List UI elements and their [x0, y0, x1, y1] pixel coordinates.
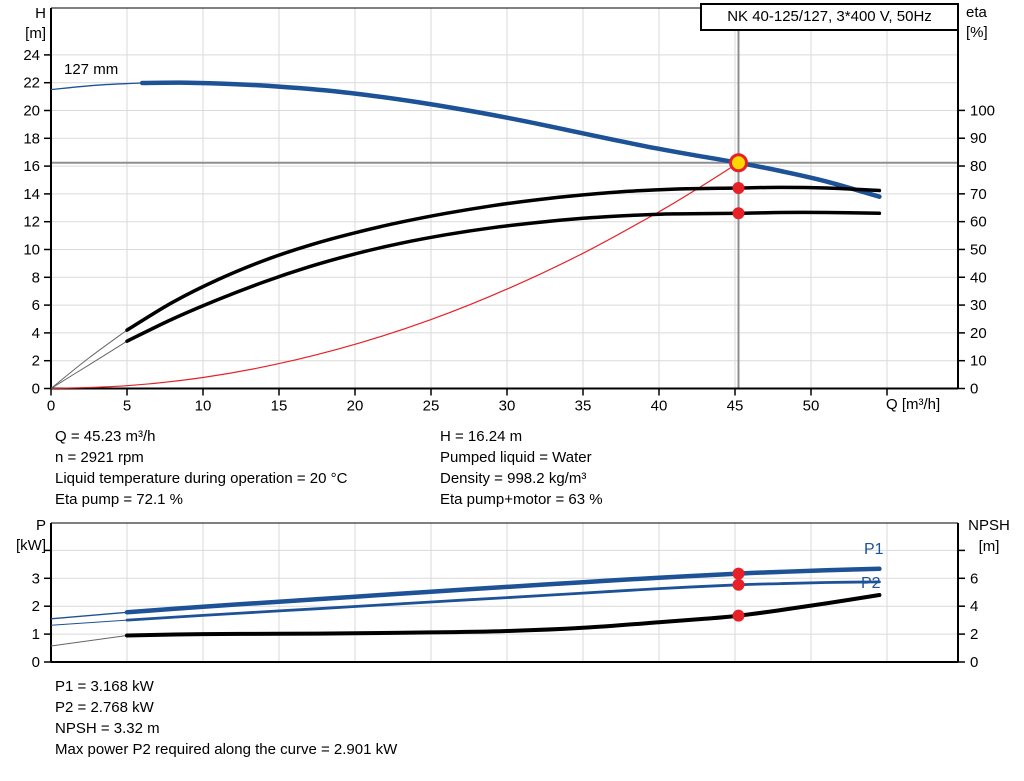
eta-axis-label: eta [%]	[966, 3, 988, 43]
p1-curve-lead	[50, 611, 128, 620]
eta-axis-tick-label: 10	[970, 353, 987, 370]
h-axis-tick-label: 24	[23, 47, 40, 64]
info-density: Density = 998.2 kg/m³	[440, 470, 587, 487]
p-axis-tick-label: 3	[32, 570, 40, 587]
eta-axis-label-symbol: eta	[966, 4, 987, 21]
info-npsh: NPSH = 3.32 m	[55, 720, 160, 737]
eta-axis-tick-label: 40	[970, 269, 987, 286]
q-axis-tick-label: 15	[271, 398, 288, 415]
h-axis-tick-label: 4	[32, 325, 40, 342]
h-axis-label-symbol: H	[35, 5, 46, 22]
eta_pump-curve-lead	[50, 329, 128, 389]
p1-curve	[124, 566, 882, 615]
h-axis-tick-label: 10	[23, 242, 40, 259]
npsh-axis-tick-label: 6	[970, 570, 978, 587]
h-axis-label-unit: [m]	[25, 25, 46, 42]
npsh-curve-lead	[50, 635, 128, 647]
p-axis-label-symbol: P	[35, 517, 46, 534]
impeller-diameter-label: 127 mm	[64, 61, 119, 78]
duty-point-marker	[728, 153, 748, 173]
q-axis-tick-label: 50	[803, 398, 820, 415]
q-axis-tick-label: 25	[423, 398, 440, 415]
head_127mm-curve	[139, 80, 882, 199]
h-axis-tick-label: 6	[32, 297, 40, 314]
eta_pump-curve	[125, 185, 882, 332]
npsh-axis-tick-label: 2	[970, 626, 978, 643]
npsh-axis-tick-label: 0	[970, 654, 978, 671]
info-pumped-liquid: Pumped liquid = Water	[440, 449, 592, 466]
eta-axis-tick-label: 60	[970, 214, 987, 231]
npsh-axis-label-unit: [m]	[978, 538, 1000, 555]
h-axis-tick-label: 16	[23, 158, 40, 175]
q-axis-tick-label: 45	[727, 398, 744, 415]
p-axis-label-unit: [kW]	[16, 537, 46, 554]
p-axis-tick-label: 1	[32, 626, 40, 643]
q-axis-tick-label: 10	[195, 398, 212, 415]
p2-curve	[125, 580, 881, 622]
duty-point-p1-marker	[732, 567, 745, 580]
info-p1: P1 = 3.168 kW	[55, 678, 154, 695]
q-axis-tick-label: 40	[651, 398, 668, 415]
h-axis-tick-label: 18	[23, 130, 40, 147]
h-axis-tick-label: 14	[23, 186, 40, 203]
npsh-axis-tick-label: 4	[970, 598, 978, 615]
q-axis-tick-label: 0	[47, 398, 55, 415]
info-p2: P2 = 2.768 kW	[55, 699, 154, 716]
eta_pump_motor-curve-lead	[50, 340, 128, 389]
eta-axis-tick-label: 50	[970, 241, 987, 258]
duty-point-info-right: H = 16.24 m Pumped liquid = Water Densit…	[440, 426, 603, 510]
info-liquid-temperature: Liquid temperature during operation = 20…	[55, 470, 348, 487]
eta-axis-tick-label: 0	[970, 381, 978, 398]
npsh-axis-label-symbol: NPSH	[968, 517, 1010, 534]
info-eta-pump-motor: Eta pump+motor = 63 %	[440, 491, 603, 508]
eta-axis-tick-label: 100	[970, 102, 995, 119]
power-info: P1 = 3.168 kW P2 = 2.768 kW NPSH = 3.32 …	[55, 676, 397, 760]
h-axis-tick-label: 8	[32, 269, 40, 286]
eta-axis-tick-label: 30	[970, 297, 987, 314]
q-axis-label: Q [m³/h]	[886, 396, 941, 413]
p2-curve-label: P2	[861, 575, 881, 592]
h-axis-tick-label: 0	[32, 381, 40, 398]
h-axis-tick-label: 20	[23, 103, 40, 120]
eta-axis-tick-label: 90	[970, 130, 987, 147]
h-axis-tick-label: 2	[32, 353, 40, 370]
info-max-power: Max power P2 required along the curve = …	[55, 741, 398, 758]
duty-point-p2-marker	[732, 578, 745, 591]
h-axis-label: H [m]	[2, 4, 46, 44]
h-axis-tick-label: 12	[23, 214, 40, 231]
eta-axis-tick-label: 80	[970, 158, 987, 175]
duty-point-npsh-marker	[732, 609, 745, 622]
eta-axis-label-unit: [%]	[966, 24, 988, 41]
duty-point-info-left: Q = 45.23 m³/h n = 2921 rpm Liquid tempe…	[55, 426, 347, 510]
info-head: H = 16.24 m	[440, 428, 523, 445]
eta-axis-tick-label: 70	[970, 186, 987, 203]
q-axis-tick-label: 20	[347, 398, 364, 415]
p-axis-tick-label: 0	[32, 654, 40, 671]
head_127mm-curve-lead	[50, 82, 143, 91]
duty-point-eta-pump-marker	[732, 181, 745, 194]
p1-curve-label: P1	[864, 541, 884, 558]
eta_pump_motor-curve	[125, 210, 882, 343]
q-axis-tick-label: 30	[499, 398, 516, 415]
info-flow: Q = 45.23 m³/h	[55, 428, 156, 445]
info-eta-pump: Eta pump = 72.1 %	[55, 491, 183, 508]
npsh-axis-label: NPSH [m]	[958, 515, 1020, 557]
p2-curve-lead	[50, 619, 128, 626]
q-axis-tick-label: 35	[575, 398, 592, 415]
eta-axis-tick-label: 20	[970, 325, 987, 342]
info-speed: n = 2921 rpm	[55, 449, 144, 466]
p-axis-label: P [kW]	[2, 516, 46, 556]
p-axis-tick-label: 2	[32, 598, 40, 615]
pump-title-box: NK 40-125/127, 3*400 V, 50Hz	[700, 3, 959, 31]
h-axis-tick-label: 22	[23, 75, 40, 92]
npsh-curve	[125, 593, 882, 638]
duty-point-eta-motor-marker	[732, 207, 745, 220]
system_curve-curve	[50, 162, 739, 390]
q-axis-tick-label: 5	[123, 398, 131, 415]
